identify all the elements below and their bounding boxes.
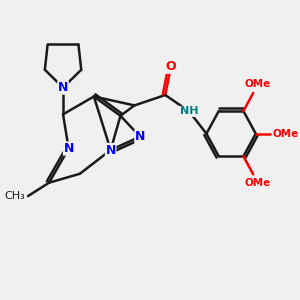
Text: OMe: OMe: [272, 129, 298, 139]
Text: N: N: [64, 142, 74, 155]
Text: O: O: [166, 60, 176, 73]
Text: N: N: [106, 143, 116, 157]
Text: N: N: [135, 130, 145, 143]
Text: OMe: OMe: [245, 178, 271, 188]
Text: CH₃: CH₃: [4, 191, 25, 201]
Text: NH: NH: [180, 106, 198, 116]
Text: N: N: [58, 81, 68, 94]
Text: OMe: OMe: [245, 79, 271, 89]
